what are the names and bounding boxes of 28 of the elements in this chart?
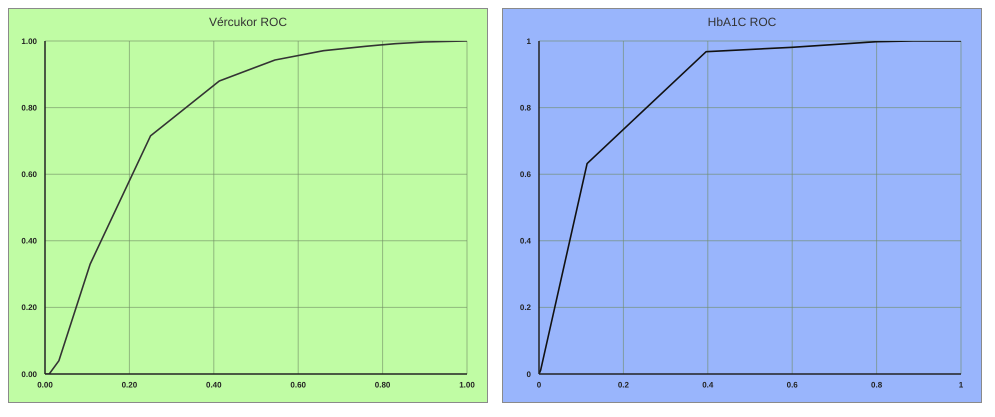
x-tick-label: 0.60 [290, 380, 307, 390]
x-tick-label: 0.8 [871, 380, 883, 390]
y-tick-label: 0 [526, 370, 532, 379]
x-tick-label: 1 [958, 380, 964, 390]
x-tick-label: 0.4 [702, 380, 714, 390]
y-tick-label: 1.00 [21, 36, 38, 46]
line-series [539, 41, 961, 374]
x-tick-label: 0.6 [786, 380, 798, 390]
y-tick-label: 0.60 [21, 170, 38, 180]
y-tick-label: 0.20 [21, 303, 38, 312]
y-tick-label: 0.40 [21, 236, 38, 246]
y-tick-label: 0.00 [21, 370, 38, 379]
x-tick-label: 0 [536, 380, 542, 390]
y-tick-label: 0.4 [520, 236, 532, 246]
y-tick-label: 0.80 [21, 103, 38, 112]
x-tick-label: 0.40 [206, 380, 222, 390]
chart-title: Vércukor ROC [208, 14, 288, 31]
line-series [45, 41, 467, 374]
x-tick-label: 0.00 [37, 380, 54, 390]
chart-title: HbA1C ROC [706, 14, 778, 31]
x-tick-label: 0.80 [374, 380, 391, 390]
x-tick-label: 0.2 [618, 380, 630, 390]
y-tick-label: 0.8 [520, 103, 532, 112]
x-tick-label: 0.20 [122, 380, 138, 390]
x-tick-label: 1.00 [459, 380, 476, 390]
y-tick-label: 0.6 [520, 170, 532, 180]
y-tick-label: 0.2 [520, 303, 532, 312]
y-tick-label: 1 [526, 36, 532, 46]
